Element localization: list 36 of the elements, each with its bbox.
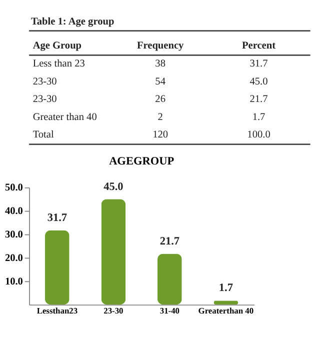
text: 26: [155, 94, 166, 106]
text: 45.0: [250, 76, 268, 88]
text: 38: [155, 58, 166, 70]
text: 100.0: [247, 130, 270, 141]
data-label: 21.7: [160, 235, 180, 248]
text: 21.7: [250, 94, 268, 106]
chart-title: AGEGROUP: [109, 155, 174, 168]
y-tick-label: 40.0: [4, 206, 23, 218]
y-tick-label: 10.0: [4, 276, 23, 288]
text: Age Group: [32, 40, 82, 52]
text: Frequency: [136, 40, 185, 52]
text: 120: [152, 130, 168, 141]
text: 2: [158, 112, 163, 123]
data-label: 31.7: [47, 212, 68, 224]
x-tick-label: 23-30: [104, 306, 124, 316]
x-tick-label: Lessthan23: [36, 306, 78, 316]
text: 1.7: [252, 112, 266, 123]
bar: [45, 230, 70, 305]
x-tick-label: 31-40: [160, 306, 180, 316]
y-tick-label: 30.0: [4, 230, 23, 241]
text: Total: [32, 130, 54, 141]
bar: [158, 254, 182, 305]
text: 31.7: [250, 58, 268, 70]
text: 23-30: [32, 76, 57, 88]
y-tick-label: 20.0: [4, 253, 23, 264]
x-tick-label: Greaterthan 40: [198, 306, 254, 316]
text: Greater than 40: [32, 112, 97, 123]
text: Less than 23: [32, 58, 85, 70]
caption: Table 1: Age group: [30, 16, 114, 28]
text: 23-30: [32, 94, 57, 106]
y-tick-label: 50.0: [4, 182, 23, 194]
bar: [101, 199, 126, 305]
data-label: 1.7: [218, 282, 234, 294]
data-label: 45.0: [104, 180, 124, 193]
text: 54: [155, 76, 166, 88]
text: Percent: [242, 40, 276, 52]
